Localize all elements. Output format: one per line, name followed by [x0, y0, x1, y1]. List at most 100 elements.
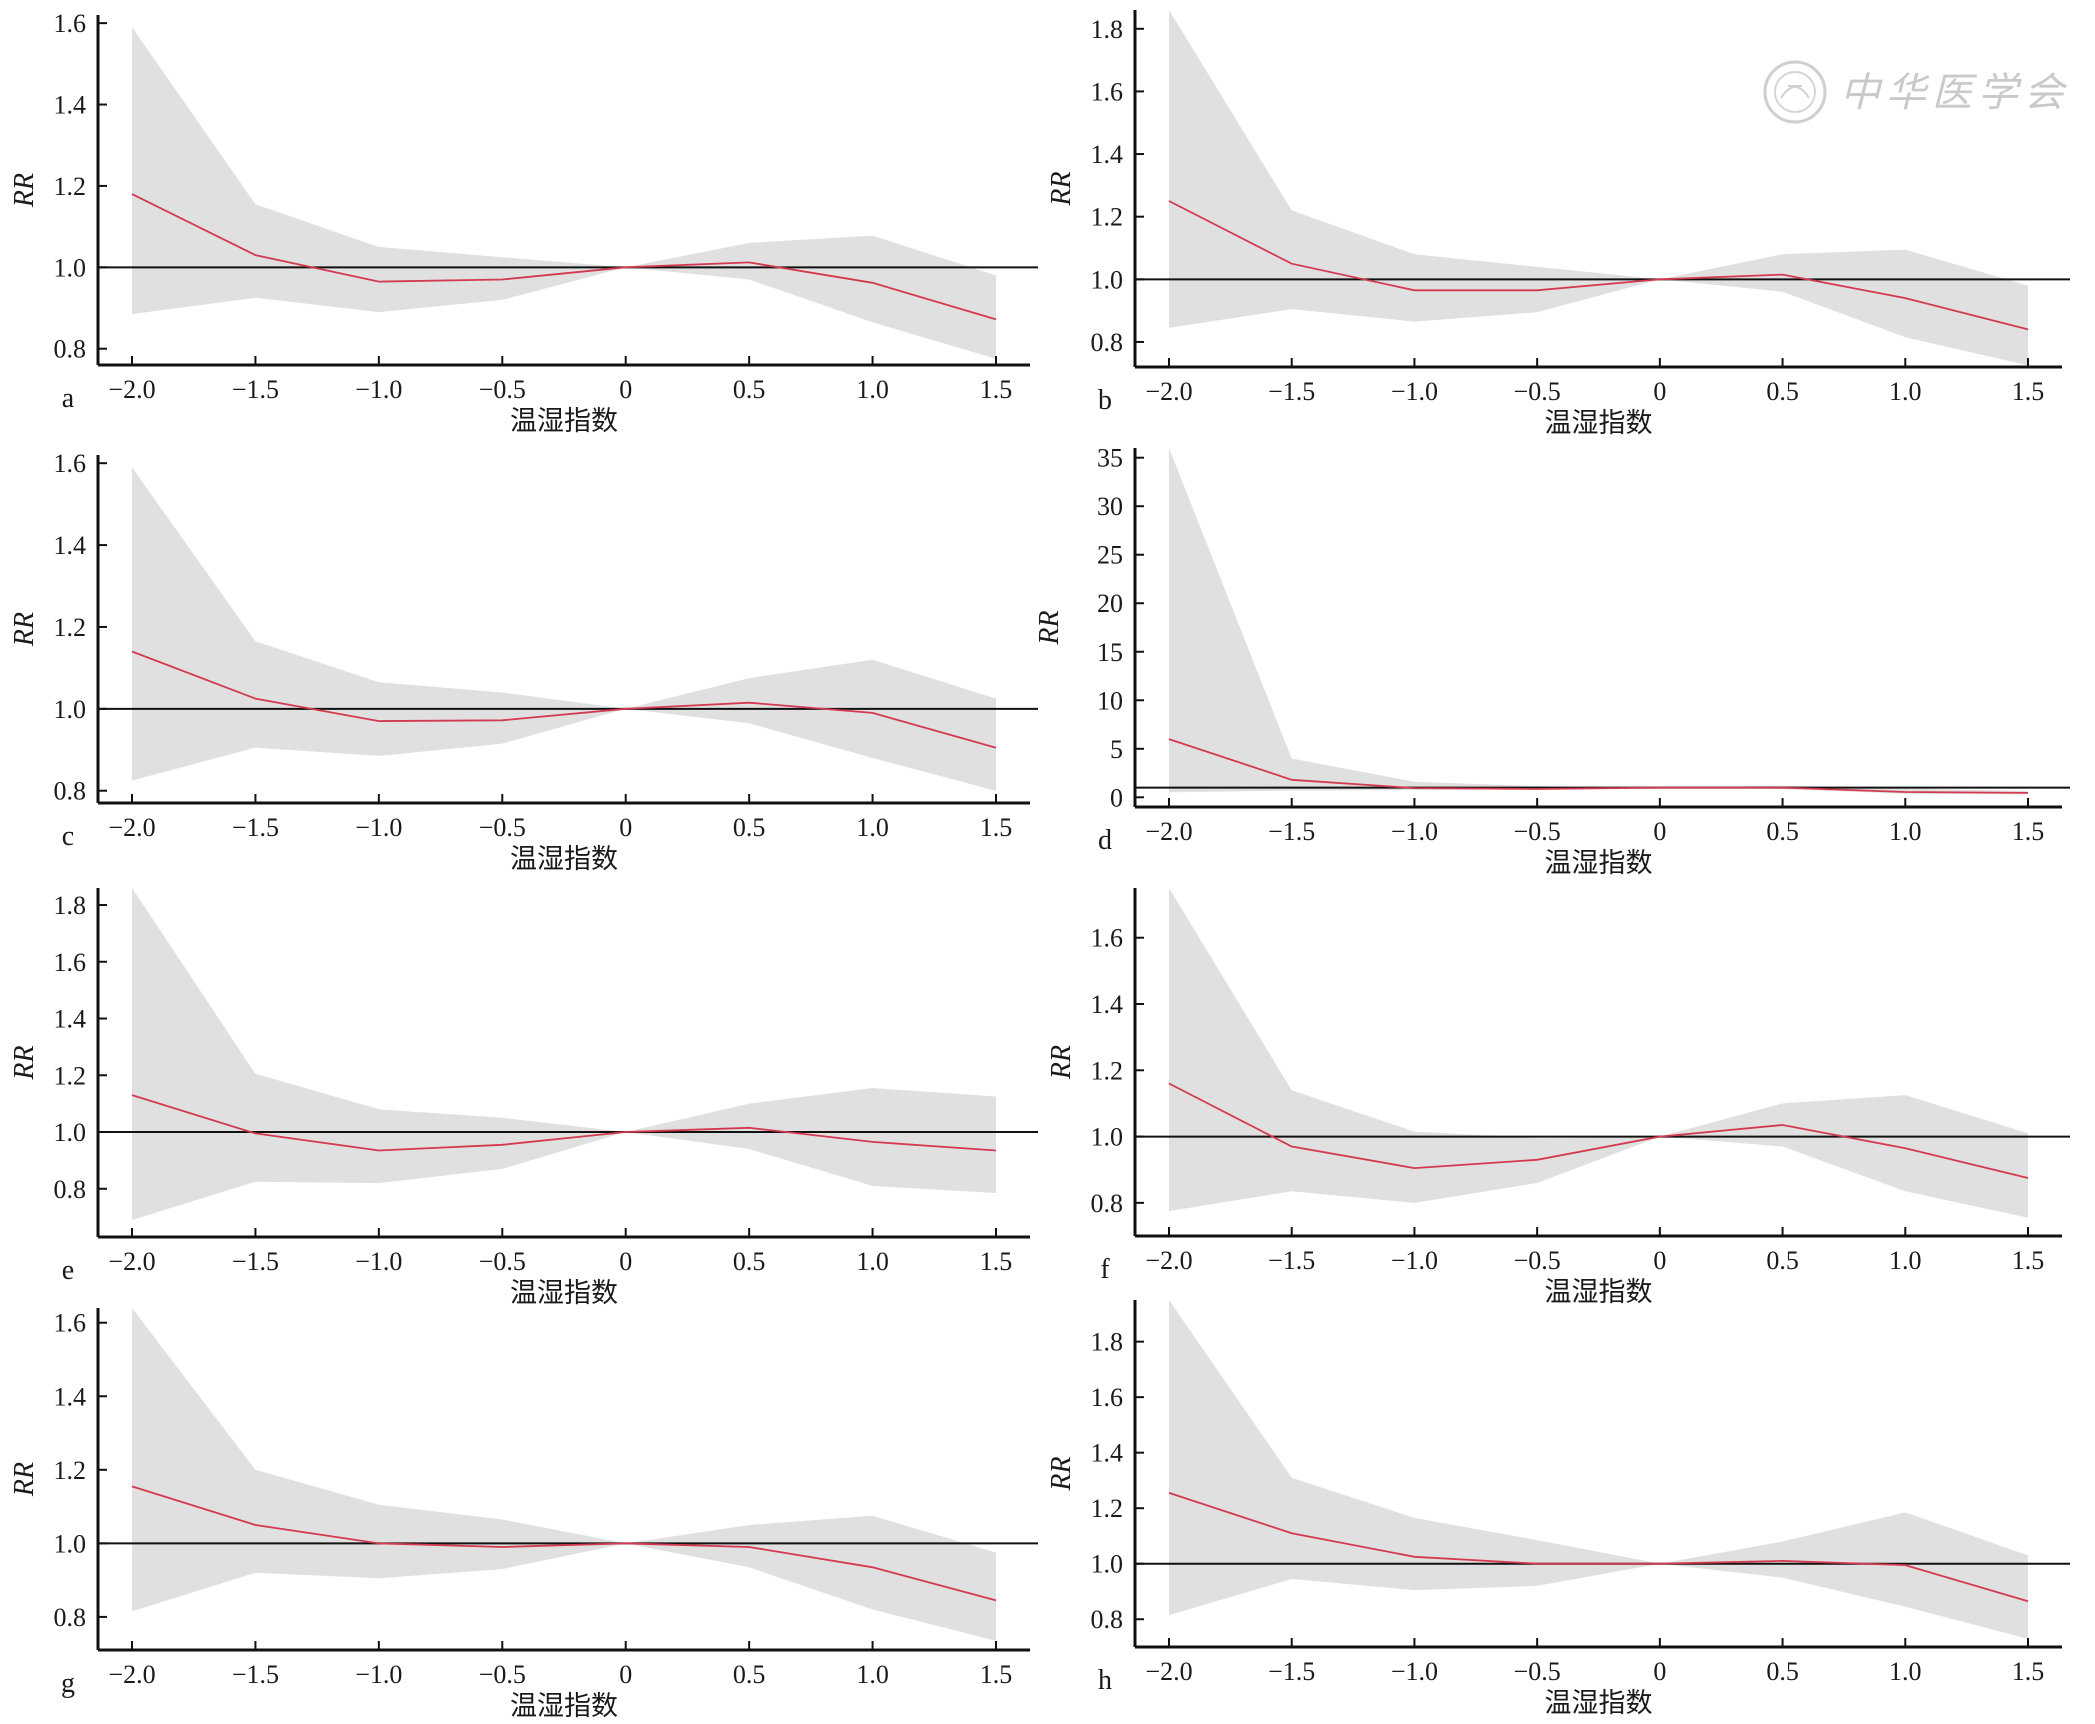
- panel-grid: 0.8 1.0 1.2 1.4 1.6 −2.0 −1.5 −1.0 −0.5 0 0.5 1.0 1.…: [9, 9, 2070, 1722]
- rr-line-g: [131, 1485, 997, 1602]
- x-tick-label-c: 0: [619, 813, 632, 842]
- x-tick-label-e: 0: [619, 1247, 632, 1276]
- rr-line-c: [131, 650, 997, 749]
- x-tick-label-e: 1.5: [980, 1247, 1013, 1276]
- y-tick-label-h: 1.2: [1091, 1494, 1124, 1523]
- x-tick-label-g: 0: [619, 1660, 632, 1689]
- x-tick-label-d: 0: [1653, 817, 1666, 846]
- ci-band-h: [1169, 1300, 2028, 1639]
- ci-band-g: [132, 1308, 996, 1641]
- y-tick-label-b: 1.4: [1091, 140, 1124, 169]
- y-tick-label-g: 0.8: [54, 1603, 87, 1632]
- y-tick-label-e: 0.8: [54, 1175, 87, 1204]
- x-tick-label-f: 0.5: [1766, 1246, 1799, 1275]
- x-tick-label-g: −1.0: [355, 1660, 402, 1689]
- x-tick-label-a: −1.0: [355, 375, 402, 404]
- x-tick-label-c: −1.0: [355, 813, 402, 842]
- x-tick-label-d: −2.0: [1145, 817, 1192, 846]
- y-axis-title-f: RR: [1046, 1045, 1077, 1080]
- y-tick-label-e: 1.8: [54, 891, 87, 920]
- rr-line-e: [131, 1094, 997, 1152]
- x-tick-label-b: 0: [1653, 377, 1666, 406]
- x-tick-label-f: −1.5: [1268, 1246, 1315, 1275]
- x-tick-label-b: 0.5: [1766, 377, 1799, 406]
- y-tick-label-e: 1.6: [54, 948, 87, 977]
- rr-line-a: [131, 193, 997, 321]
- x-tick-label-d: −1.5: [1268, 817, 1315, 846]
- y-tick-label-d: 0: [1110, 783, 1123, 812]
- y-tick-label-f: 1.6: [1091, 924, 1124, 953]
- x-tick-label-h: −1.5: [1268, 1657, 1315, 1686]
- y-tick-label-g: 1.6: [54, 1309, 87, 1338]
- y-tick-label-f: 1.2: [1091, 1056, 1124, 1085]
- panel-b: 0.8 1.0 1.2 1.4 1.6 1.8 −2.0 −1.5 −1.0 −0.5 0 0.5 1.…: [1046, 10, 2070, 439]
- x-tick-label-e: −1.5: [232, 1247, 279, 1276]
- x-tick-label-g: 1.0: [856, 1660, 889, 1689]
- x-tick-label-b: 1.5: [2012, 377, 2045, 406]
- y-tick-label-h: 1.0: [1091, 1550, 1124, 1579]
- panel-a: 0.8 1.0 1.2 1.4 1.6 −2.0 −1.5 −1.0 −0.5 0 0.5 1.0 1.…: [9, 9, 1038, 437]
- ci-band-d: [1169, 448, 2028, 795]
- panel-letter-g: g: [61, 1668, 75, 1699]
- x-tick-label-b: −1.0: [1391, 377, 1438, 406]
- x-tick-label-a: 1.0: [856, 375, 889, 404]
- y-tick-label-a: 1.2: [54, 172, 87, 201]
- watermark: 中华医学会: [1763, 60, 2070, 124]
- rr-line-b: [1168, 200, 2029, 331]
- y-tick-label-g: 1.4: [54, 1382, 87, 1411]
- x-tick-label-h: 0.5: [1766, 1657, 1799, 1686]
- panel-g: 0.8 1.0 1.2 1.4 1.6 −2.0 −1.5 −1.0 −0.5 0 0.5 1.0 1.…: [9, 1308, 1038, 1722]
- panel-d: 0 5 10 15 20 25 30 35 −2.0 −1.5 −1.0 −0.5 0 0.5 1.0 1.5…: [1034, 444, 2070, 879]
- x-tick-label-g: −1.5: [232, 1660, 279, 1689]
- y-tick-label-f: 1.4: [1091, 990, 1124, 1019]
- y-tick-label-f: 0.8: [1091, 1189, 1124, 1218]
- x-tick-label-d: −0.5: [1514, 817, 1561, 846]
- x-tick-label-d: −1.0: [1391, 817, 1438, 846]
- y-tick-label-b: 1.0: [1091, 265, 1124, 294]
- panel-letter-b: b: [1098, 385, 1112, 416]
- panel-letter-f: f: [1100, 1254, 1110, 1285]
- x-tick-label-g: −0.5: [479, 1660, 526, 1689]
- y-tick-label-c: 1.2: [54, 613, 87, 642]
- rr-line-d: [1168, 738, 2029, 794]
- x-tick-label-e: −1.0: [355, 1247, 402, 1276]
- x-axis-title-h: 温湿指数: [1545, 1688, 1653, 1719]
- x-tick-label-f: 1.5: [2012, 1246, 2045, 1275]
- y-tick-label-g: 1.0: [54, 1529, 87, 1558]
- panel-f: 0.8 1.0 1.2 1.4 1.6 −2.0 −1.5 −1.0 −0.5 0 0.5 1.0 1.…: [1046, 888, 2070, 1308]
- y-axis-title-g: RR: [9, 1462, 40, 1497]
- y-tick-label-b: 1.8: [1091, 15, 1124, 44]
- rr-line-f: [1168, 1082, 2029, 1179]
- y-tick-label-g: 1.2: [54, 1456, 87, 1485]
- y-tick-label-b: 1.2: [1091, 203, 1124, 232]
- x-tick-label-g: 0.5: [733, 1660, 766, 1689]
- y-tick-label-a: 0.8: [54, 335, 87, 364]
- x-tick-label-c: 0.5: [733, 813, 766, 842]
- x-tick-label-h: −1.0: [1391, 1657, 1438, 1686]
- y-tick-label-d: 25: [1097, 541, 1123, 570]
- y-tick-label-b: 1.6: [1091, 77, 1124, 106]
- x-tick-label-e: −2.0: [108, 1247, 155, 1276]
- y-tick-label-e: 1.0: [54, 1118, 87, 1147]
- x-tick-label-h: 1.5: [2012, 1657, 2045, 1686]
- x-tick-label-f: −0.5: [1514, 1246, 1561, 1275]
- x-tick-label-b: −2.0: [1145, 377, 1192, 406]
- x-tick-label-a: 0.5: [733, 375, 766, 404]
- x-tick-label-a: 0: [619, 375, 632, 404]
- x-axis-title-e: 温湿指数: [510, 1278, 618, 1309]
- x-axis-title-g: 温湿指数: [510, 1691, 618, 1722]
- x-axis-title-b: 温湿指数: [1545, 408, 1653, 439]
- watermark-text: 中华医学会: [1840, 70, 2070, 116]
- y-tick-label-h: 1.6: [1091, 1383, 1124, 1412]
- y-tick-label-h: 0.8: [1091, 1605, 1124, 1634]
- y-tick-label-c: 1.0: [54, 695, 87, 724]
- x-tick-label-b: −1.5: [1268, 377, 1315, 406]
- x-tick-label-a: −2.0: [108, 375, 155, 404]
- x-tick-label-a: −0.5: [479, 375, 526, 404]
- y-tick-label-h: 1.4: [1091, 1439, 1124, 1468]
- x-tick-label-f: −1.0: [1391, 1246, 1438, 1275]
- y-tick-label-d: 35: [1097, 444, 1123, 473]
- y-tick-label-a: 1.4: [54, 91, 87, 120]
- y-tick-label-e: 1.2: [54, 1061, 87, 1090]
